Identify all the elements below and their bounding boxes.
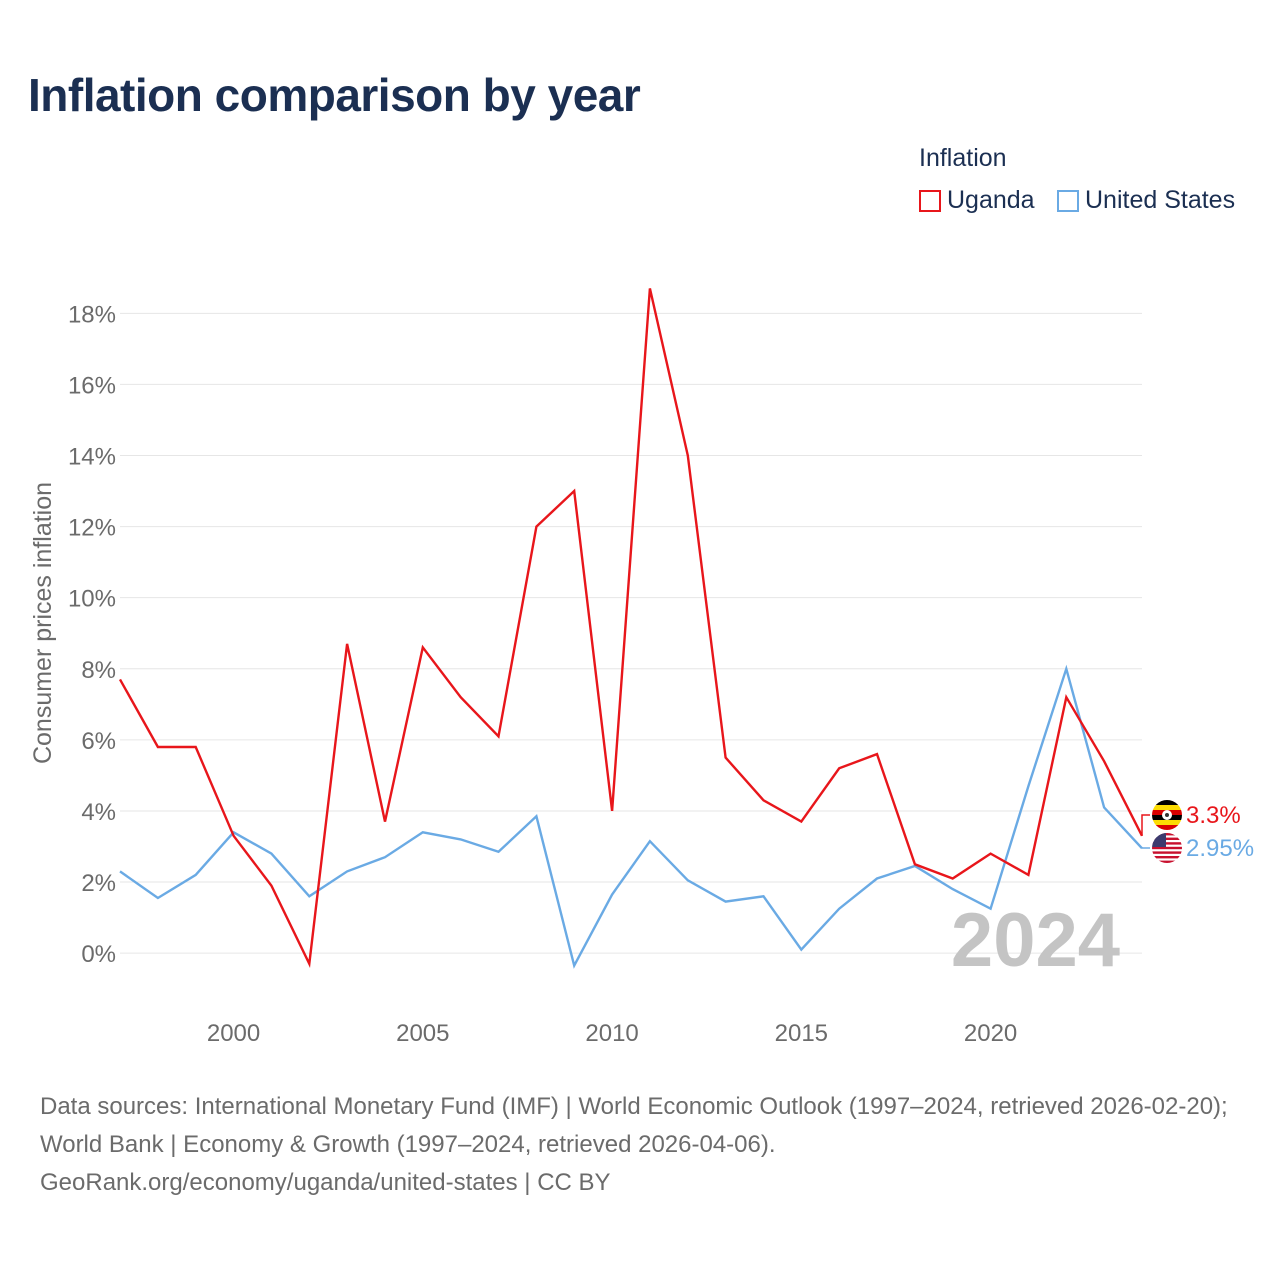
y-tick-label: 12% (68, 515, 116, 542)
data-sources-footer: Data sources: International Monetary Fun… (40, 1088, 1250, 1202)
chart-title: Inflation comparison by year (28, 69, 641, 121)
x-tick-label: 2005 (396, 1020, 449, 1047)
legend-title: Inflation (919, 144, 1007, 172)
y-tick-label: 8% (81, 657, 116, 684)
legend-item-uganda[interactable]: Uganda (919, 186, 1035, 215)
series-line-united-states[interactable] (119, 664, 1143, 969)
x-tick-label: 2015 (775, 1020, 828, 1047)
y-axis-ticks: 0% 2% 4% 6% 8% 10% 12% 14% 16% 18% (68, 301, 116, 968)
united-states-flag-icon (1152, 833, 1182, 863)
y-tick-label: 6% (81, 728, 116, 755)
legend-item-united-states[interactable]: United States (1057, 186, 1235, 215)
y-tick-label: 0% (81, 941, 116, 968)
y-tick-label: 4% (81, 799, 116, 826)
y-tick-label: 2% (81, 870, 116, 897)
uganda-label-connector (1141, 814, 1150, 836)
y-tick-label: 14% (68, 443, 116, 470)
line-chart: 0%2%4%6%8%10%12%14%16%18% 2000 2005 2010 20… (29, 288, 1254, 1047)
y-tick-label: 18% (68, 301, 116, 328)
series-line-uganda[interactable] (118, 288, 1144, 969)
legend-label-uganda: Uganda (947, 186, 1035, 214)
legend-swatch-uganda (919, 189, 941, 212)
data-sources-text: Data sources: International Monetary Fun… (40, 1093, 1228, 1158)
source-link[interactable]: GeoRank.org/economy/uganda/united-states… (40, 1169, 611, 1196)
end-labels: 3.3% 2.95% (1141, 800, 1254, 863)
legend-swatch-united-states (1057, 189, 1079, 212)
y-tick-label: 10% (68, 586, 116, 613)
y-axis-label: Consumer prices inflation (29, 482, 57, 764)
y-tick-label: 16% (68, 372, 116, 399)
x-tick-label: 2020 (964, 1020, 1017, 1047)
united-states-end-value: 2.95% (1186, 835, 1254, 862)
x-tick-label: 2000 (207, 1020, 260, 1047)
grid-lines (120, 312, 1142, 954)
year-watermark: 2024 (951, 898, 1120, 983)
x-tick-label: 2010 (585, 1020, 638, 1047)
series-lines (118, 288, 1144, 969)
uganda-end-value: 3.3% (1186, 802, 1241, 829)
uganda-flag-icon (1152, 800, 1182, 830)
x-axis-ticks: 2000 2005 2010 2015 2020 (207, 1020, 1017, 1047)
legend-label-united-states: United States (1085, 186, 1236, 214)
